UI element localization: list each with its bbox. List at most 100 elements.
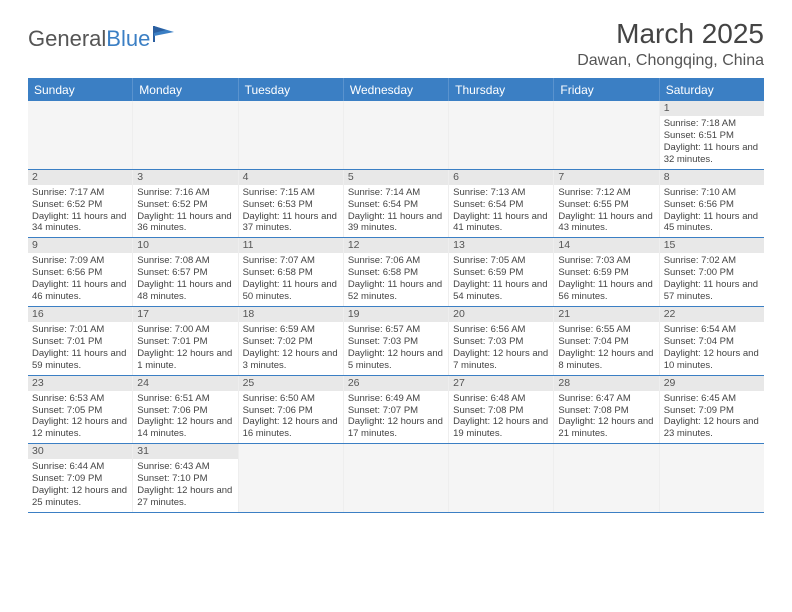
day-number: 7 bbox=[554, 170, 658, 185]
day-cell bbox=[449, 444, 554, 512]
title-block: March 2025 Dawan, Chongqing, China bbox=[577, 18, 764, 70]
logo-text-1: General bbox=[28, 26, 106, 52]
sunrise-text: Sunrise: 7:15 AM bbox=[243, 187, 339, 199]
daylight-text: Daylight: 12 hours and 5 minutes. bbox=[348, 348, 444, 372]
sunset-text: Sunset: 7:06 PM bbox=[137, 405, 233, 417]
day-number: 3 bbox=[133, 170, 237, 185]
day-number: 26 bbox=[344, 376, 448, 391]
daylight-text: Daylight: 12 hours and 1 minute. bbox=[137, 348, 233, 372]
week-row: 9Sunrise: 7:09 AMSunset: 6:56 PMDaylight… bbox=[28, 238, 764, 307]
weekday-header: Tuesday bbox=[239, 78, 344, 101]
day-number: 21 bbox=[554, 307, 658, 322]
daylight-text: Daylight: 12 hours and 16 minutes. bbox=[243, 416, 339, 440]
sunrise-text: Sunrise: 6:43 AM bbox=[137, 461, 233, 473]
sunrise-text: Sunrise: 6:45 AM bbox=[664, 393, 760, 405]
sunrise-text: Sunrise: 6:50 AM bbox=[243, 393, 339, 405]
day-cell: 24Sunrise: 6:51 AMSunset: 7:06 PMDayligh… bbox=[133, 376, 238, 444]
daylight-text: Daylight: 12 hours and 19 minutes. bbox=[453, 416, 549, 440]
day-number: 13 bbox=[449, 238, 553, 253]
day-cell: 6Sunrise: 7:13 AMSunset: 6:54 PMDaylight… bbox=[449, 170, 554, 238]
day-cell: 14Sunrise: 7:03 AMSunset: 6:59 PMDayligh… bbox=[554, 238, 659, 306]
daylight-text: Daylight: 11 hours and 46 minutes. bbox=[32, 279, 128, 303]
sunset-text: Sunset: 6:55 PM bbox=[558, 199, 654, 211]
sunset-text: Sunset: 6:51 PM bbox=[664, 130, 760, 142]
day-cell bbox=[554, 444, 659, 512]
day-cell bbox=[239, 444, 344, 512]
daylight-text: Daylight: 11 hours and 52 minutes. bbox=[348, 279, 444, 303]
day-cell: 10Sunrise: 7:08 AMSunset: 6:57 PMDayligh… bbox=[133, 238, 238, 306]
day-cell bbox=[133, 101, 238, 169]
day-cell: 31Sunrise: 6:43 AMSunset: 7:10 PMDayligh… bbox=[133, 444, 238, 512]
sunrise-text: Sunrise: 6:48 AM bbox=[453, 393, 549, 405]
daylight-text: Daylight: 11 hours and 43 minutes. bbox=[558, 211, 654, 235]
daylight-text: Daylight: 11 hours and 57 minutes. bbox=[664, 279, 760, 303]
daylight-text: Daylight: 12 hours and 3 minutes. bbox=[243, 348, 339, 372]
day-cell: 2Sunrise: 7:17 AMSunset: 6:52 PMDaylight… bbox=[28, 170, 133, 238]
week-row: 1 Sunrise: 7:18 AMSunset: 6:51 PMDaylight… bbox=[28, 101, 764, 170]
day-number: 20 bbox=[449, 307, 553, 322]
day-cell: 26Sunrise: 6:49 AMSunset: 7:07 PMDayligh… bbox=[344, 376, 449, 444]
daylight-text: Daylight: 11 hours and 56 minutes. bbox=[558, 279, 654, 303]
daylight-text: Daylight: 11 hours and 48 minutes. bbox=[137, 279, 233, 303]
sunset-text: Sunset: 7:03 PM bbox=[348, 336, 444, 348]
day-number: 10 bbox=[133, 238, 237, 253]
sunrise-text: Sunrise: 6:47 AM bbox=[558, 393, 654, 405]
sunrise-text: Sunrise: 6:49 AM bbox=[348, 393, 444, 405]
day-number: 18 bbox=[239, 307, 343, 322]
day-number: 1 bbox=[660, 101, 764, 116]
sunset-text: Sunset: 6:58 PM bbox=[348, 267, 444, 279]
day-number: 14 bbox=[554, 238, 658, 253]
day-cell: 3Sunrise: 7:16 AMSunset: 6:52 PMDaylight… bbox=[133, 170, 238, 238]
sunrise-text: Sunrise: 7:06 AM bbox=[348, 255, 444, 267]
day-cell: 1 Sunrise: 7:18 AMSunset: 6:51 PMDaylight… bbox=[660, 101, 764, 169]
day-number: 2 bbox=[28, 170, 132, 185]
week-row: 23Sunrise: 6:53 AMSunset: 7:05 PMDayligh… bbox=[28, 376, 764, 445]
sunrise-text: Sunrise: 6:53 AM bbox=[32, 393, 128, 405]
month-title: March 2025 bbox=[577, 18, 764, 50]
sunrise-text: Sunrise: 7:02 AM bbox=[664, 255, 760, 267]
sunset-text: Sunset: 7:00 PM bbox=[664, 267, 760, 279]
day-cell: 27Sunrise: 6:48 AMSunset: 7:08 PMDayligh… bbox=[449, 376, 554, 444]
daylight-text: Daylight: 11 hours and 41 minutes. bbox=[453, 211, 549, 235]
sunrise-text: Sunrise: 6:56 AM bbox=[453, 324, 549, 336]
daylight-text: Daylight: 12 hours and 12 minutes. bbox=[32, 416, 128, 440]
day-cell: 11Sunrise: 7:07 AMSunset: 6:58 PMDayligh… bbox=[239, 238, 344, 306]
day-cell bbox=[28, 101, 133, 169]
sunrise-text: Sunrise: 7:12 AM bbox=[558, 187, 654, 199]
sunrise-text: Sunrise: 7:18 AM bbox=[664, 118, 760, 130]
sunset-text: Sunset: 6:57 PM bbox=[137, 267, 233, 279]
week-row: 16Sunrise: 7:01 AMSunset: 7:01 PMDayligh… bbox=[28, 307, 764, 376]
sunset-text: Sunset: 6:58 PM bbox=[243, 267, 339, 279]
location-label: Dawan, Chongqing, China bbox=[577, 52, 764, 70]
weekday-header: Sunday bbox=[28, 78, 133, 101]
day-cell: 12Sunrise: 7:06 AMSunset: 6:58 PMDayligh… bbox=[344, 238, 449, 306]
day-cell: 30Sunrise: 6:44 AMSunset: 7:09 PMDayligh… bbox=[28, 444, 133, 512]
sunrise-text: Sunrise: 6:54 AM bbox=[664, 324, 760, 336]
day-cell: 28Sunrise: 6:47 AMSunset: 7:08 PMDayligh… bbox=[554, 376, 659, 444]
weekday-header: Thursday bbox=[449, 78, 554, 101]
day-cell: 29Sunrise: 6:45 AMSunset: 7:09 PMDayligh… bbox=[660, 376, 764, 444]
daylight-text: Daylight: 11 hours and 32 minutes. bbox=[664, 142, 760, 166]
weekday-header: Saturday bbox=[660, 78, 764, 101]
day-cell bbox=[344, 444, 449, 512]
sunrise-text: Sunrise: 7:07 AM bbox=[243, 255, 339, 267]
day-number: 24 bbox=[133, 376, 237, 391]
daylight-text: Daylight: 11 hours and 54 minutes. bbox=[453, 279, 549, 303]
sunset-text: Sunset: 7:06 PM bbox=[243, 405, 339, 417]
day-cell: 13Sunrise: 7:05 AMSunset: 6:59 PMDayligh… bbox=[449, 238, 554, 306]
sunrise-text: Sunrise: 6:55 AM bbox=[558, 324, 654, 336]
day-number: 15 bbox=[660, 238, 764, 253]
day-cell: 7 Sunrise: 7:12 AMSunset: 6:55 PMDaylight… bbox=[554, 170, 659, 238]
day-number: 30 bbox=[28, 444, 132, 459]
sunrise-text: Sunrise: 7:14 AM bbox=[348, 187, 444, 199]
weekday-header: Friday bbox=[554, 78, 659, 101]
day-number: 5 bbox=[344, 170, 448, 185]
logo-flag-icon bbox=[152, 24, 176, 44]
sunrise-text: Sunrise: 6:59 AM bbox=[243, 324, 339, 336]
sunset-text: Sunset: 7:08 PM bbox=[558, 405, 654, 417]
sunrise-text: Sunrise: 7:01 AM bbox=[32, 324, 128, 336]
day-number: 22 bbox=[660, 307, 764, 322]
daylight-text: Daylight: 12 hours and 21 minutes. bbox=[558, 416, 654, 440]
weekday-header: Wednesday bbox=[344, 78, 449, 101]
day-cell: 9Sunrise: 7:09 AMSunset: 6:56 PMDaylight… bbox=[28, 238, 133, 306]
